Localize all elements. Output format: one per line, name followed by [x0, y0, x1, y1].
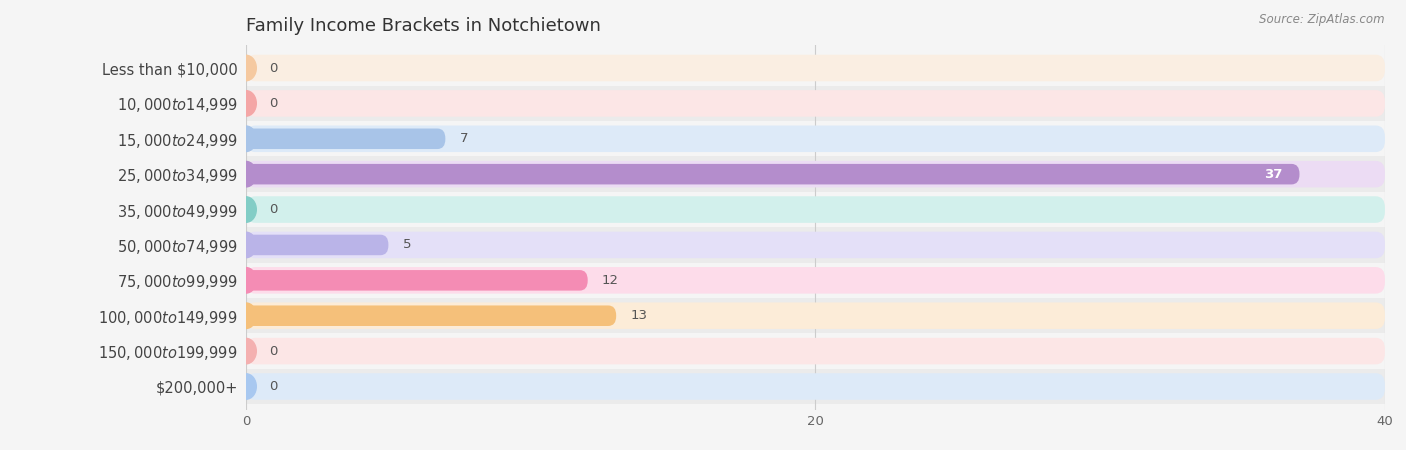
- Bar: [246, 121, 1385, 157]
- FancyBboxPatch shape: [246, 161, 1385, 188]
- Circle shape: [236, 197, 256, 222]
- Text: 0: 0: [269, 62, 277, 75]
- FancyBboxPatch shape: [246, 55, 1385, 81]
- Text: 5: 5: [402, 238, 411, 252]
- Circle shape: [236, 338, 256, 364]
- Circle shape: [236, 126, 256, 152]
- Text: 13: 13: [630, 309, 647, 322]
- FancyBboxPatch shape: [246, 270, 588, 291]
- Bar: [246, 157, 1385, 192]
- Bar: [246, 298, 1385, 333]
- FancyBboxPatch shape: [246, 267, 1385, 293]
- FancyBboxPatch shape: [246, 90, 1385, 117]
- FancyBboxPatch shape: [246, 302, 1385, 329]
- Text: 7: 7: [460, 132, 468, 145]
- Text: 0: 0: [269, 97, 277, 110]
- Text: Source: ZipAtlas.com: Source: ZipAtlas.com: [1260, 14, 1385, 27]
- FancyBboxPatch shape: [246, 232, 1385, 258]
- FancyBboxPatch shape: [246, 235, 388, 255]
- FancyBboxPatch shape: [246, 306, 616, 326]
- Text: 0: 0: [269, 345, 277, 358]
- Circle shape: [236, 55, 256, 81]
- Text: 37: 37: [1264, 168, 1282, 180]
- Bar: [246, 227, 1385, 263]
- Circle shape: [236, 232, 256, 258]
- Text: 0: 0: [269, 380, 277, 393]
- Text: 12: 12: [602, 274, 619, 287]
- FancyBboxPatch shape: [246, 196, 1385, 223]
- FancyBboxPatch shape: [246, 373, 1385, 400]
- Circle shape: [236, 162, 256, 187]
- Text: Family Income Brackets in Notchietown: Family Income Brackets in Notchietown: [246, 17, 600, 35]
- Circle shape: [236, 268, 256, 293]
- Bar: [246, 50, 1385, 86]
- Circle shape: [236, 374, 256, 399]
- FancyBboxPatch shape: [246, 126, 1385, 152]
- Text: 0: 0: [269, 203, 277, 216]
- FancyBboxPatch shape: [246, 129, 446, 149]
- Bar: [246, 192, 1385, 227]
- Bar: [246, 86, 1385, 121]
- FancyBboxPatch shape: [246, 338, 1385, 364]
- Circle shape: [236, 303, 256, 328]
- Bar: [246, 333, 1385, 369]
- Bar: [246, 263, 1385, 298]
- Circle shape: [236, 90, 256, 116]
- Bar: [246, 369, 1385, 404]
- FancyBboxPatch shape: [246, 164, 1299, 184]
